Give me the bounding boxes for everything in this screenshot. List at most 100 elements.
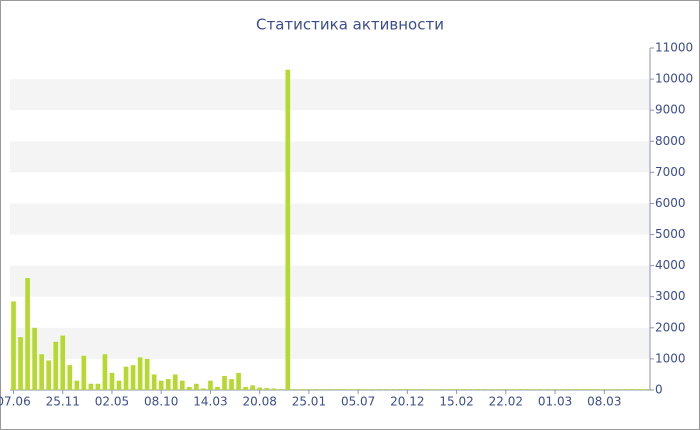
- bar: [580, 389, 586, 390]
- bar: [447, 389, 452, 390]
- bar: [95, 383, 101, 390]
- bar: [510, 389, 516, 390]
- bar: [538, 389, 544, 390]
- chart-title: Статистика активности: [256, 16, 444, 34]
- bar: [390, 389, 396, 390]
- bar: [503, 389, 509, 390]
- bar: [292, 389, 298, 390]
- bar: [398, 389, 403, 390]
- bar: [201, 388, 206, 390]
- bar: [39, 354, 44, 390]
- bar: [25, 278, 30, 390]
- y-tick-label: 10000: [655, 72, 693, 86]
- bar: [137, 357, 143, 390]
- x-tick-label: 20.08: [242, 395, 276, 409]
- bar: [74, 380, 80, 390]
- bar: [573, 389, 579, 390]
- bar: [243, 386, 248, 390]
- bar: [194, 383, 199, 390]
- bar: [208, 380, 213, 390]
- bar: [306, 389, 312, 390]
- bar: [426, 389, 431, 390]
- x-tick-label: 14.03: [193, 395, 227, 409]
- x-tick-label: 25.11: [46, 395, 80, 409]
- bar: [517, 389, 523, 390]
- x-tick-label: 02.05: [95, 395, 129, 409]
- bar: [32, 327, 37, 390]
- bar: [144, 358, 150, 390]
- y-tick-label: 0: [655, 383, 663, 397]
- grid-band: [10, 203, 650, 235]
- bar: [348, 389, 354, 390]
- bar: [250, 385, 255, 390]
- bar: [229, 379, 234, 390]
- bar: [482, 389, 488, 390]
- bar: [264, 388, 270, 390]
- grid-band: [10, 141, 650, 173]
- bar: [327, 389, 333, 390]
- bar: [236, 372, 241, 390]
- bar: [158, 380, 164, 390]
- bar: [341, 389, 347, 390]
- bar: [531, 389, 537, 390]
- bar: [109, 372, 115, 390]
- bar: [412, 389, 417, 390]
- y-tick-label: 8000: [655, 134, 686, 148]
- bar: [489, 389, 495, 390]
- y-tick-label: 11000: [655, 41, 693, 55]
- y-tick-label: 1000: [655, 351, 686, 365]
- y-tick-label: 9000: [655, 103, 686, 117]
- bar: [130, 365, 136, 390]
- bar: [475, 389, 481, 390]
- bar: [594, 389, 600, 390]
- bar: [60, 335, 66, 390]
- y-tick-label: 5000: [655, 227, 686, 241]
- bar: [524, 389, 530, 390]
- bar: [222, 376, 227, 390]
- bar: [67, 365, 73, 390]
- bar: [151, 374, 157, 390]
- x-tick-label: 22.02: [489, 395, 523, 409]
- bar: [369, 389, 375, 390]
- bar: [165, 379, 171, 390]
- grid-band: [10, 265, 650, 297]
- grid-band: [10, 327, 650, 359]
- bar: [468, 389, 473, 390]
- bar: [601, 389, 607, 390]
- bar: [123, 366, 129, 390]
- bar: [46, 360, 52, 390]
- bar: [257, 387, 262, 390]
- y-tick-label: 3000: [655, 289, 686, 303]
- bar: [179, 380, 185, 390]
- bar: [419, 389, 424, 390]
- bar: [496, 389, 502, 390]
- bar: [433, 389, 438, 390]
- bar: [355, 389, 361, 390]
- bar: [545, 389, 551, 390]
- bar: [278, 389, 284, 390]
- bar: [81, 355, 87, 390]
- bar: [623, 389, 628, 390]
- bar: [440, 389, 445, 390]
- bar: [376, 389, 382, 390]
- y-tick-label: 7000: [655, 165, 686, 179]
- bar: [644, 389, 649, 390]
- bar: [566, 389, 572, 390]
- bar: [616, 389, 621, 390]
- bar: [559, 389, 565, 390]
- bar: [116, 380, 122, 390]
- y-tick-label: 6000: [655, 196, 686, 210]
- bar: [461, 389, 466, 390]
- bar: [405, 389, 410, 390]
- bar: [299, 389, 305, 390]
- bar: [53, 341, 59, 390]
- bar: [552, 389, 558, 390]
- x-tick-label: 07.06: [0, 395, 31, 409]
- y-tick-label: 4000: [655, 258, 686, 272]
- x-tick-label: 25.01: [292, 395, 326, 409]
- x-tick-label: 20.12: [390, 395, 424, 409]
- x-tick-label: 08.10: [144, 395, 178, 409]
- bar: [187, 386, 192, 390]
- grid-band: [10, 79, 650, 111]
